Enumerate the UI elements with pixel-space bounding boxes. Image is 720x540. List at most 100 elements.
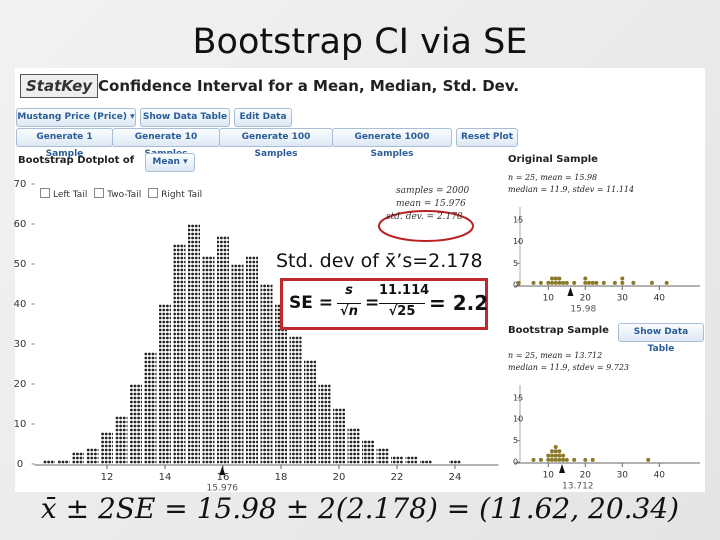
y-tick-label: 0 xyxy=(513,458,518,467)
button[interactable]: Generate 100 Samples xyxy=(219,128,333,159)
dot xyxy=(553,276,558,281)
dot-stack xyxy=(86,448,99,464)
dot xyxy=(531,280,536,285)
dot xyxy=(646,457,651,462)
dot xyxy=(649,280,654,285)
y-tick-label: 30 xyxy=(14,339,27,350)
highlight-ellipse xyxy=(378,210,474,242)
x-tick-label: 18 xyxy=(275,472,288,483)
dot xyxy=(550,276,554,281)
panel-title: Bootstrap Sample xyxy=(508,325,609,336)
stat: mean = 15.976 xyxy=(396,199,466,209)
button[interactable]: Reset Plot xyxy=(456,128,518,147)
x-tick-label: 40 xyxy=(654,471,666,481)
checkbox-label[interactable]: Two-Tail xyxy=(107,190,142,200)
dot xyxy=(550,449,554,454)
dot xyxy=(553,280,558,285)
dot xyxy=(557,449,562,454)
dot xyxy=(553,457,558,462)
dot xyxy=(590,457,595,462)
checkbox[interactable] xyxy=(94,188,105,198)
checkbox[interactable] xyxy=(40,188,50,198)
dot xyxy=(572,280,577,285)
y-tick-label: 15 xyxy=(513,216,523,225)
dot-stack xyxy=(173,244,186,464)
y-tick-label: 10 xyxy=(513,237,523,246)
x-tick-label: 12 xyxy=(101,472,114,483)
dot xyxy=(516,280,521,285)
app-heading: Confidence Interval for a Mean, Median, … xyxy=(98,77,520,95)
button[interactable]: Show Data Table xyxy=(140,108,230,127)
statistic-menu[interactable]: Mean ▾ xyxy=(145,153,195,172)
x-tick-label: 22 xyxy=(391,472,404,483)
dot xyxy=(664,280,669,285)
y-tick-label: 5 xyxy=(513,436,518,445)
denominator: √n xyxy=(337,303,361,319)
info-line: n = 25, mean = 15.98 xyxy=(508,173,598,182)
y-tick-label: 50 xyxy=(14,259,27,270)
result: = 2.2 xyxy=(429,291,489,315)
dot-stack xyxy=(405,456,418,464)
checkbox-label[interactable]: Right Tail xyxy=(161,190,203,200)
x-tick-label: 40 xyxy=(654,294,666,304)
dot-stack xyxy=(231,264,244,464)
dot xyxy=(550,453,554,458)
dot-stack xyxy=(144,352,157,464)
y-tick-label: 0 xyxy=(513,281,518,290)
y-tick-label: 10 xyxy=(513,415,523,424)
dot xyxy=(546,457,551,462)
dot xyxy=(546,453,551,458)
dot-stack xyxy=(130,384,142,464)
checkbox[interactable] xyxy=(148,188,159,198)
dot xyxy=(561,280,566,285)
dot xyxy=(564,457,569,462)
dot xyxy=(594,280,599,285)
dot xyxy=(583,457,588,462)
mean-label: 15.976 xyxy=(207,484,239,494)
mean-label: 13.712 xyxy=(562,482,594,492)
dot-stack xyxy=(101,432,113,464)
dot xyxy=(538,457,543,462)
mean-label: 15.98 xyxy=(570,305,596,315)
button[interactable]: Generate 1 Sample xyxy=(16,128,113,159)
panel-info: n = 25, mean = 13.712 median = 11.9, std… xyxy=(508,350,629,374)
checkbox-label[interactable]: Left Tail xyxy=(53,190,88,200)
info-line: median = 11.9, stdev = 11.114 xyxy=(508,185,635,194)
dot-stack xyxy=(115,416,128,464)
dot-stack xyxy=(333,408,345,464)
y-tick-label: 20 xyxy=(14,379,27,390)
dot-stack xyxy=(57,460,70,464)
overlay-caption: Std. dev of x̄’s=2.178 xyxy=(276,250,483,272)
dot xyxy=(557,276,562,281)
equals: = xyxy=(365,293,380,313)
dataset-menu[interactable]: Mustang Price (Price) ▾ xyxy=(16,108,136,127)
dot xyxy=(553,453,558,458)
dot xyxy=(564,280,569,285)
dot xyxy=(531,457,536,462)
dot-stack xyxy=(391,456,403,464)
mean-marker xyxy=(567,287,574,296)
button[interactable]: Generate 1000 Samples xyxy=(332,128,452,159)
dot xyxy=(572,457,577,462)
dot xyxy=(550,457,554,462)
y-tick-label: 15 xyxy=(513,393,523,402)
button[interactable]: Edit Data xyxy=(234,108,292,127)
numerator: s xyxy=(345,283,353,298)
dot xyxy=(631,280,636,285)
dot xyxy=(590,280,595,285)
slide-title: Bootstrap CI via SE xyxy=(192,22,528,62)
dot xyxy=(557,457,562,462)
dot-stack xyxy=(376,448,389,464)
button[interactable]: Show Data Table xyxy=(618,323,704,354)
dot xyxy=(550,280,554,285)
dot xyxy=(553,445,558,450)
x-tick-label: 20 xyxy=(333,472,346,483)
denominator: √25 xyxy=(379,303,425,319)
dot-stack xyxy=(188,224,200,464)
dot-stack xyxy=(275,304,287,464)
x-tick-label: 10 xyxy=(543,294,555,304)
dotplot-label: Bootstrap Dotplot of xyxy=(18,155,135,166)
se-label: SE = xyxy=(289,293,334,313)
